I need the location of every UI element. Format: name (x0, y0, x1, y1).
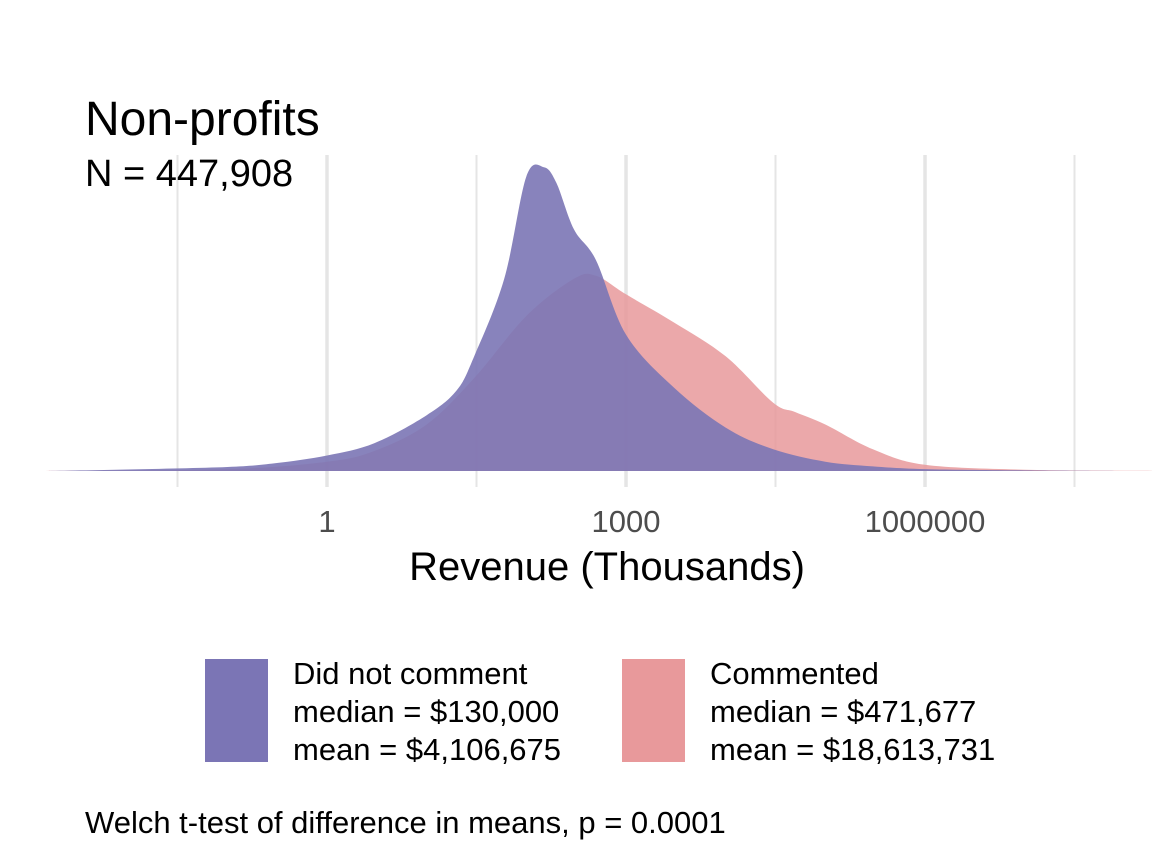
x-tick-label: 1000 (592, 504, 661, 539)
density-areas (45, 164, 1152, 472)
legend-key-commented (622, 659, 685, 762)
x-axis-title: Revenue (Thousands) (409, 545, 805, 589)
footnote: Welch t-test of difference in means, p =… (85, 805, 726, 840)
chart-subtitle: N = 447,908 (85, 153, 294, 195)
legend-mean: mean = $4,106,675 (293, 732, 562, 767)
legend-median: median = $130,000 (293, 694, 560, 729)
legend-label: Did not comment (293, 656, 528, 691)
legend-mean: mean = $18,613,731 (710, 732, 996, 767)
legend-key-did-not-comment (205, 659, 268, 762)
legend-label: Commented (710, 656, 879, 691)
chart-title: Non-profits (85, 93, 320, 146)
legend-entry-did-not-comment: Did not comment median = $130,000 mean =… (293, 655, 561, 769)
density-area-did-not-comment (45, 164, 1125, 472)
x-tick-labels: 1 1000 1000000 (318, 504, 985, 539)
legend-entry-commented: Commented median = $471,677 mean = $18,6… (710, 655, 995, 769)
x-tick-label: 1 (318, 504, 335, 539)
x-tick-label: 1000000 (865, 504, 986, 539)
legend-median: median = $471,677 (710, 694, 977, 729)
